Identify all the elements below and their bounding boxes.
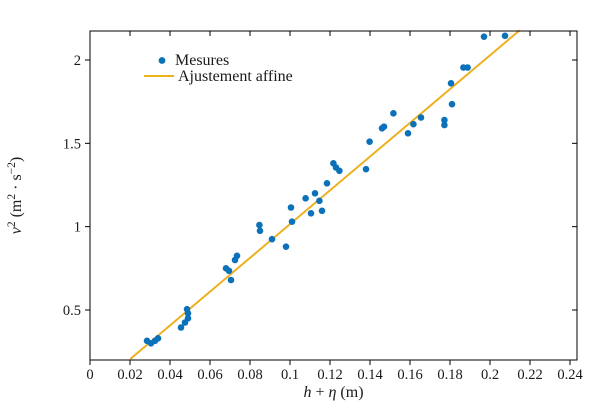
data-point xyxy=(311,190,319,197)
x-tick-label: 0.22 xyxy=(517,367,542,383)
data-point xyxy=(184,315,192,322)
data-point xyxy=(225,267,233,275)
x-tick-label: 0.14 xyxy=(357,367,383,383)
data-point xyxy=(410,120,417,128)
data-point xyxy=(256,227,264,235)
data-point xyxy=(268,235,276,243)
data-point xyxy=(366,138,373,145)
data-point xyxy=(464,64,471,71)
data-point xyxy=(404,130,412,137)
x-tick-label: 0.04 xyxy=(157,367,183,383)
data-point xyxy=(448,100,456,108)
y-tick-label: 1 xyxy=(74,220,81,236)
legend-label-mesures: Mesures xyxy=(175,52,229,69)
data-point xyxy=(177,324,185,331)
data-point xyxy=(318,207,326,215)
x-tick-label: 0.02 xyxy=(117,367,142,383)
data-point xyxy=(302,195,309,202)
data-point xyxy=(256,221,263,229)
data-point xyxy=(316,197,323,205)
data-point xyxy=(323,180,331,187)
y-tick-label: 1.5 xyxy=(63,136,81,152)
x-tick-label: 0.08 xyxy=(237,367,262,383)
data-point xyxy=(380,123,388,130)
data-point xyxy=(287,204,295,211)
data-point xyxy=(288,218,296,225)
data-point xyxy=(307,210,315,217)
plot-border xyxy=(89,30,578,361)
data-point xyxy=(480,33,488,40)
x-tick-label: 0 xyxy=(86,367,93,383)
x-axis-label: h + η (m) xyxy=(303,384,363,401)
data-point xyxy=(390,110,397,117)
data-point xyxy=(417,114,425,121)
x-tick-label: 0.18 xyxy=(437,367,462,383)
data-point xyxy=(183,305,191,313)
data-point xyxy=(362,165,370,173)
x-tick-label: 0.2 xyxy=(481,367,499,383)
data-point xyxy=(441,121,448,129)
x-tick-label: 0.1 xyxy=(281,367,299,383)
data-point xyxy=(282,243,290,250)
x-tick-label: 0.12 xyxy=(317,367,342,383)
legend-label-ajustement-affine: Ajustement affine xyxy=(178,68,293,85)
x-tick-label: 0.06 xyxy=(197,367,222,383)
x-tick-label: 0.24 xyxy=(557,367,583,383)
data-point xyxy=(227,276,235,284)
x-tick-label: 0.16 xyxy=(397,367,422,383)
data-point xyxy=(447,80,455,87)
data-point xyxy=(501,32,509,40)
data-point xyxy=(233,252,241,260)
data-point xyxy=(336,167,343,175)
y-tick-label: 2 xyxy=(74,53,81,69)
y-axis-label: v2 (m2 · s−2) xyxy=(6,157,25,235)
data-point xyxy=(441,116,448,124)
legend-marker-dot xyxy=(158,57,166,64)
data-point xyxy=(154,335,162,342)
y-tick-label: 0.5 xyxy=(63,303,81,319)
fit-line xyxy=(130,29,520,360)
